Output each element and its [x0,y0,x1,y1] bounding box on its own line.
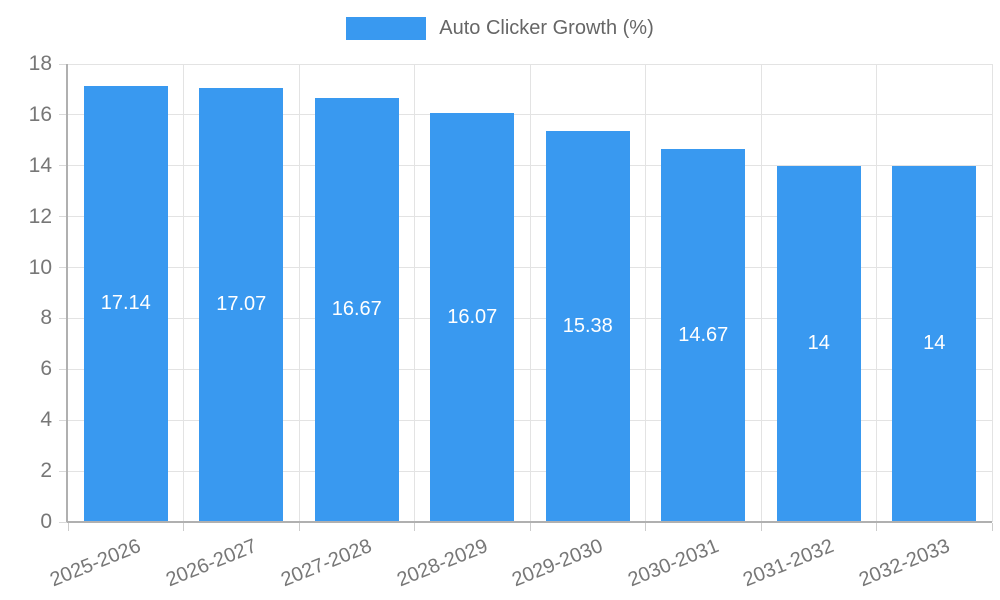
x-tick-label: 2027-2028 [278,535,375,592]
bar[interactable]: 14 [892,165,977,522]
bar-value-label: 17.07 [216,293,267,316]
bar-value-label: 15.38 [562,314,613,337]
x-tick-mark [414,523,415,531]
y-tick-label: 12 [28,204,52,228]
gridline-v [645,64,646,522]
x-tick-mark [760,523,762,531]
y-tick-label: 8 [40,306,52,330]
y-axis-line [66,64,68,522]
y-tick-mark [59,470,67,472]
bar-value-label: 14 [923,332,946,355]
bar[interactable]: 17.14 [83,85,168,522]
bar-value-label: 14 [807,332,830,355]
legend-label: Auto Clicker Growth (%) [439,17,654,39]
y-tick-mark [59,521,67,523]
y-tick-label: 4 [40,408,52,432]
y-tick-mark [59,114,67,116]
bar-value-label: 16.07 [447,306,498,329]
gridline-v [183,64,184,522]
gridline-v [991,64,993,522]
y-tick-label: 14 [28,153,52,177]
y-tick-mark [59,216,67,218]
x-tick-mark [876,523,877,531]
bar-value-label: 14.67 [678,323,729,346]
y-tick-mark [59,317,67,319]
bar[interactable]: 14.67 [661,148,746,522]
gridline-v [529,64,531,522]
x-tick-label: 2025-2026 [47,535,144,592]
legend-swatch [346,17,427,40]
gridline-v [760,64,762,522]
plot-area: 17.14 17.07 16.67 16.07 15.38 14.67 14 14 [68,63,993,522]
x-tick-mark [529,523,531,531]
bar[interactable]: 16.67 [314,97,399,522]
y-tick-mark [59,63,67,65]
x-tick-mark [183,523,184,531]
x-tick-mark [298,523,300,531]
x-tick-mark [645,523,646,531]
y-tick-label: 16 [28,102,52,126]
gridline-v [876,64,877,522]
y-tick-mark [59,165,67,167]
x-tick-label: 2029-2030 [509,535,606,592]
x-tick-label: 2031-2032 [740,535,837,592]
bar[interactable]: 17.07 [199,87,284,522]
x-axis-line [67,521,992,523]
bar[interactable]: 15.38 [545,130,630,522]
chart-legend[interactable]: Auto Clicker Growth (%) [0,17,1000,40]
y-tick-label: 18 [28,52,52,75]
gridline-v [414,64,415,522]
y-tick-label: 2 [40,459,52,483]
y-tick-mark [59,267,67,269]
x-tick-label: 2032-2033 [855,535,953,592]
x-tick-label: 2028-2029 [393,535,491,592]
bar[interactable]: 14 [776,165,861,522]
gridline-v [298,64,300,522]
x-tick-mark [991,523,993,531]
x-tick-mark [67,523,69,531]
y-tick-mark [59,419,67,421]
bar-value-label: 16.67 [331,298,382,321]
bar[interactable]: 16.07 [430,113,515,522]
y-tick-label: 0 [40,510,52,533]
y-tick-mark [59,368,67,370]
x-tick-label: 2030-2031 [624,535,722,592]
y-tick-label: 10 [28,255,52,279]
bar-value-label: 17.14 [100,292,151,315]
y-tick-label: 6 [40,357,52,381]
x-tick-label: 2026-2027 [162,535,260,592]
